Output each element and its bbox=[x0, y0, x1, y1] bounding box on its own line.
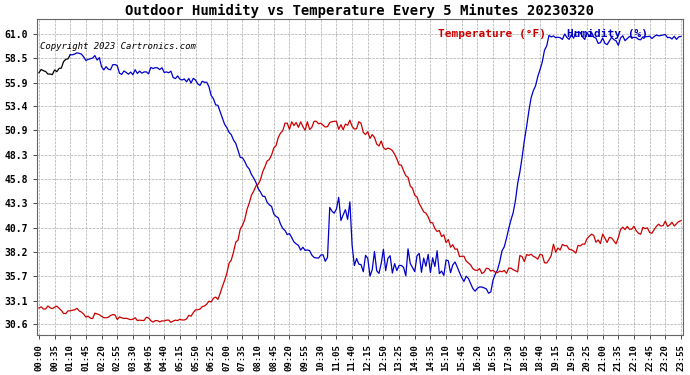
Text: Temperature (°F): Temperature (°F) bbox=[437, 29, 546, 39]
Title: Outdoor Humidity vs Temperature Every 5 Minutes 20230320: Outdoor Humidity vs Temperature Every 5 … bbox=[126, 4, 595, 18]
Text: Copyright 2023 Cartronics.com: Copyright 2023 Cartronics.com bbox=[40, 42, 196, 51]
Text: Humidity (%): Humidity (%) bbox=[566, 29, 648, 39]
